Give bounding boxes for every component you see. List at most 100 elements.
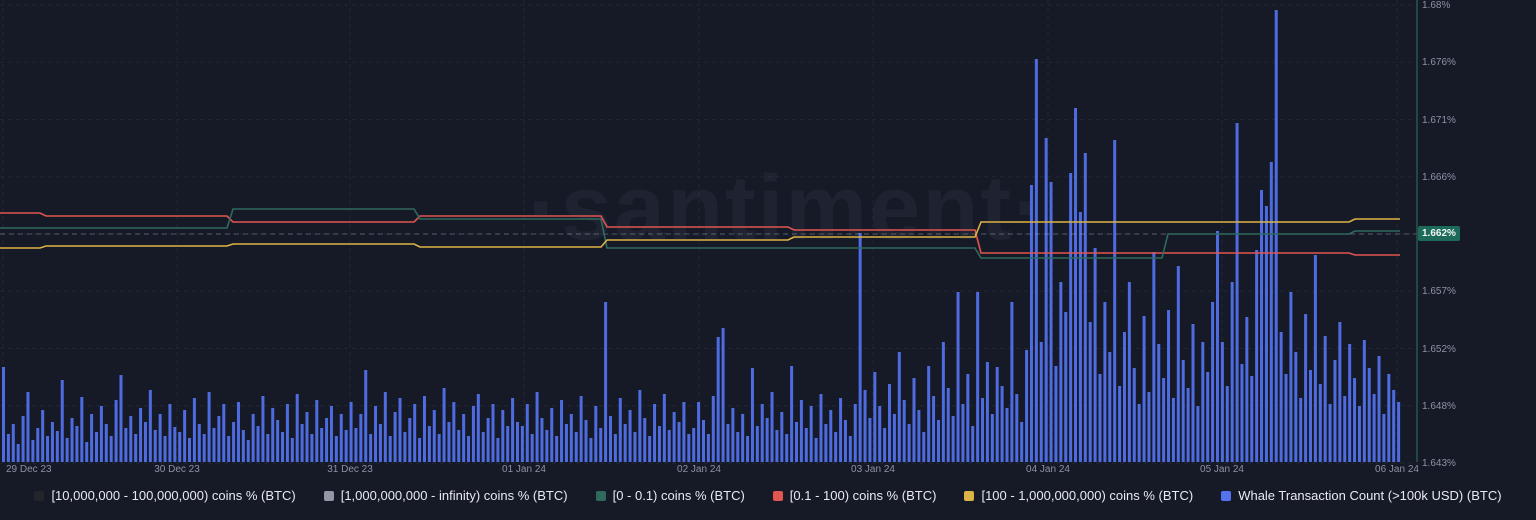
- whale-transaction-bar: [320, 428, 324, 462]
- whale-transaction-bar: [1255, 250, 1259, 462]
- whale-transaction-bar: [271, 408, 275, 462]
- whale-transaction-bar: [374, 406, 378, 462]
- whale-transaction-bar: [1279, 332, 1283, 462]
- step-line--0-0-1-coins-btc-: [0, 208, 1400, 259]
- x-axis-tick-label: 04 Jan 24: [1026, 464, 1070, 475]
- whale-transaction-bar: [217, 416, 221, 462]
- whale-transaction-bar: [814, 438, 818, 462]
- whale-transaction-bar: [1054, 366, 1058, 462]
- x-axis-tick-label: 01 Jan 24: [502, 464, 546, 475]
- chart-plot-area[interactable]: [0, 0, 1536, 464]
- whale-transaction-bar: [285, 404, 289, 462]
- whale-transaction-bar: [1152, 252, 1156, 462]
- whale-transaction-bar: [1025, 350, 1029, 462]
- y-axis-tick-label: 1.676%: [1422, 57, 1456, 69]
- whale-transaction-bar: [158, 414, 162, 462]
- whale-transaction-bar: [932, 396, 936, 462]
- whale-transaction-bar: [256, 426, 260, 462]
- legend-item-0[interactable]: [10,000,000 - 100,000,000) coins % (BTC): [34, 488, 296, 503]
- whale-transaction-bar: [1157, 344, 1161, 462]
- legend-item-1[interactable]: [1,000,000,000 - infinity) coins % (BTC): [323, 489, 568, 502]
- whale-transaction-bar: [569, 414, 573, 462]
- whale-transaction-bar: [227, 436, 231, 462]
- whale-transaction-bar: [178, 432, 182, 462]
- whale-transaction-bar: [1348, 344, 1352, 462]
- whale-transaction-bar: [511, 398, 515, 462]
- whale-transaction-bar: [153, 430, 157, 462]
- whale-transaction-bar: [721, 328, 725, 462]
- whale-transaction-bar: [349, 402, 353, 462]
- whale-transaction-bar: [520, 426, 524, 462]
- whale-transaction-bar: [907, 424, 911, 462]
- legend-item-5[interactable]: Whale Transaction Count (>100k USD) (BTC…: [1221, 489, 1502, 502]
- whale-transaction-bar: [985, 362, 989, 462]
- whale-transaction-bar: [300, 424, 304, 462]
- whale-transaction-bar: [188, 438, 192, 462]
- whale-transaction-bar: [755, 426, 759, 462]
- whale-transaction-bar: [46, 436, 50, 462]
- whale-transaction-bar: [1382, 414, 1386, 462]
- whale-transaction-bar: [329, 406, 333, 462]
- legend-item-label: [10,000,000 - 100,000,000) coins % (BTC): [51, 488, 296, 503]
- whale-transaction-bar: [403, 432, 407, 462]
- whale-transaction-bar: [1201, 342, 1205, 462]
- whale-transaction-bar: [613, 434, 617, 462]
- x-axis-tick-label: 06 Jan 24: [1375, 464, 1419, 475]
- whale-transaction-bar: [941, 342, 945, 462]
- legend-item-4[interactable]: [100 - 1,000,000,000) coins % (BTC): [964, 489, 1193, 502]
- whale-transaction-bar: [173, 427, 177, 462]
- whale-transaction-bar: [750, 368, 754, 462]
- legend-item-label: [0.1 - 100) coins % (BTC): [789, 488, 937, 503]
- whale-transaction-bar: [11, 424, 15, 462]
- whale-transaction-bar: [290, 438, 294, 462]
- whale-transaction-bar: [36, 428, 40, 462]
- whale-transaction-bar: [726, 424, 730, 462]
- legend-item-2[interactable]: [0 - 0.1) coins % (BTC): [595, 489, 745, 502]
- whale-transaction-bar: [1064, 312, 1068, 462]
- whale-transaction-bar: [354, 428, 358, 462]
- whale-transaction-bar: [1059, 282, 1063, 462]
- whale-transaction-bar: [1015, 394, 1019, 462]
- whale-transaction-bar: [471, 406, 475, 462]
- y-axis-tick-label: 1.666%: [1422, 171, 1456, 183]
- whale-transaction-bar: [843, 420, 847, 462]
- whale-transaction-bar: [653, 404, 657, 462]
- whale-transaction-bar: [134, 434, 138, 462]
- whale-transaction-bar: [236, 402, 240, 462]
- whale-transaction-bar: [413, 404, 417, 462]
- whale-transaction-bar: [1049, 182, 1053, 462]
- whale-transaction-bar: [457, 430, 461, 462]
- whale-transaction-bar: [594, 406, 598, 462]
- whale-transaction-bar: [633, 432, 637, 462]
- whale-transaction-bar: [829, 410, 833, 462]
- whale-transaction-bar: [1181, 360, 1185, 462]
- whale-transaction-bar: [129, 416, 133, 462]
- whale-transaction-bar: [579, 396, 583, 462]
- whale-transaction-bar: [315, 400, 319, 462]
- whale-transaction-bar: [662, 394, 666, 462]
- whale-transaction-bar: [1387, 374, 1391, 462]
- whale-transaction-bar: [702, 420, 705, 462]
- whale-transaction-bar: [795, 422, 799, 462]
- whale-transaction-bar: [946, 388, 950, 462]
- whale-transaction-bar: [584, 420, 588, 462]
- legend-item-3[interactable]: [0.1 - 100) coins % (BTC): [772, 488, 937, 503]
- whale-transaction-bar: [765, 418, 769, 462]
- whale-transaction-bar: [139, 408, 143, 462]
- whale-transaction-bar: [706, 434, 710, 462]
- whale-transaction-bar: [1005, 408, 1009, 462]
- whale-transaction-bar: [1142, 316, 1146, 462]
- whale-transaction-bar: [1171, 398, 1175, 462]
- y-axis-tick-label: 1.657%: [1422, 286, 1456, 298]
- y-axis-tick-label: 1.68%: [1422, 0, 1451, 11]
- whale-transaction-bar: [961, 404, 965, 462]
- whale-transaction-bar: [1029, 185, 1033, 462]
- whale-transaction-bar: [1318, 384, 1322, 462]
- whale-transaction-bar: [1353, 378, 1357, 462]
- whale-transaction-bar: [467, 436, 471, 462]
- whale-transaction-bar: [648, 436, 652, 462]
- whale-transaction-bar: [697, 402, 701, 462]
- whale-transaction-bar: [1044, 138, 1048, 462]
- whale-transaction-bar: [1220, 342, 1224, 462]
- whale-transaction-bar: [1083, 153, 1087, 462]
